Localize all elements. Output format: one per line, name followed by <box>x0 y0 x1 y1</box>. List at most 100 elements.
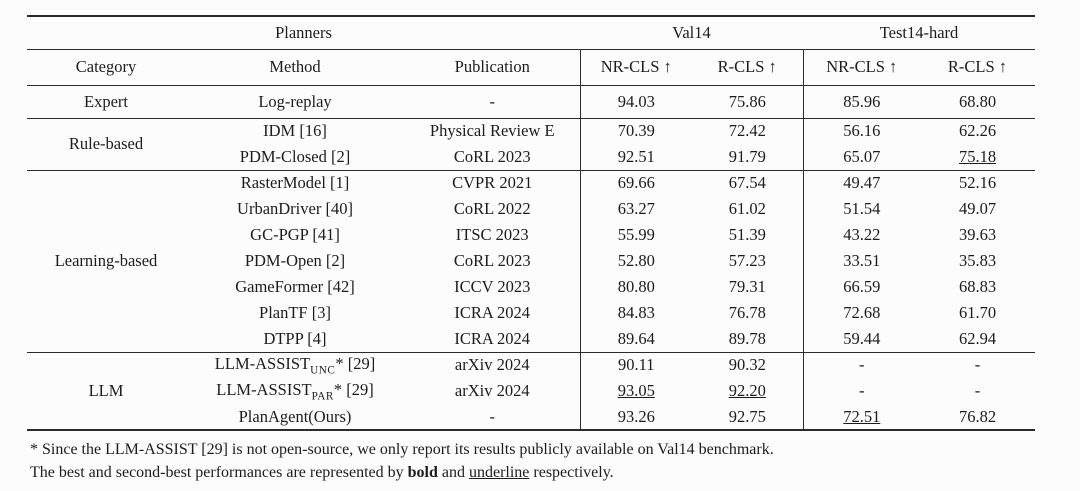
table-row: LLM LLM-ASSISTUNC* [29] arXiv 2024 90.11… <box>27 352 1035 431</box>
table-footnotes: * Since the LLM-ASSIST [29] is not open-… <box>30 438 1050 484</box>
method-label: RasterModel [1] <box>240 173 350 193</box>
value-cell: 92.20 <box>728 381 766 400</box>
col-header-method: Method <box>185 49 405 86</box>
value-cell: 76.78 <box>728 303 766 322</box>
method-label: GameFormer [42] <box>235 277 355 296</box>
value-cell: 90.11 <box>579 352 692 378</box>
method-label: LLM-ASSIST <box>214 354 311 374</box>
value-cell: 84.83 <box>579 300 692 326</box>
group-header-val14: Val14 <box>580 16 803 50</box>
col-header-val-nr-cls: NR-CLS ↑ <box>579 49 692 86</box>
category-cell-expert: Expert <box>27 85 185 119</box>
method-cell: RasterModel [1] <box>185 170 405 196</box>
publication-cell: - <box>405 85 580 119</box>
method-cell: LLM-ASSISTUNC* [29] <box>185 352 405 378</box>
value-cell: - <box>974 381 981 400</box>
publication-cell: CoRL 2023 <box>405 144 580 171</box>
method-cell: PlanTF [3] <box>185 300 405 326</box>
value-cell: - <box>802 378 920 404</box>
value-cell: 59.44 <box>802 326 920 353</box>
method-label: LLM-ASSIST <box>216 379 312 399</box>
value-cell: 52.80 <box>579 248 692 274</box>
publication-cell: arXiv 2024 <box>454 355 530 375</box>
value-cell: 65.07 <box>802 144 920 171</box>
footnote-text: The best and second-best performances ar… <box>30 464 408 481</box>
publication-cell: CoRL 2023 <box>453 251 531 270</box>
value-cell: 68.80 <box>920 85 1035 119</box>
value-cell: 91.79 <box>692 144 803 171</box>
value-cell: 52.16 <box>958 173 997 193</box>
table-row: Learning-based RasterModel [1] CVPR 2021… <box>27 170 1035 353</box>
value-cell: 89.64 <box>579 326 692 353</box>
value-cell: 92.75 <box>728 406 766 426</box>
value-cell: 61.02 <box>728 199 766 218</box>
value-cell: 89.78 <box>692 326 803 353</box>
category-cell-learning-based: Learning-based <box>27 170 185 353</box>
value-cell: 63.27 <box>579 196 692 222</box>
publication-cell: ICRA 2024 <box>454 303 531 322</box>
value-cell: 90.32 <box>728 355 766 375</box>
method-label: PlanAgent(Ours) <box>238 406 352 426</box>
method-subscript: UNC <box>310 364 336 377</box>
method-cell: IDM [16] <box>185 118 405 144</box>
value-cell: 93.05 <box>579 378 692 404</box>
value-cell: 68.83 <box>958 277 997 296</box>
value-cell: 72.42 <box>728 121 766 141</box>
value-cell: 43.22 <box>802 222 920 248</box>
method-cell: UrbanDriver [40] <box>185 196 405 222</box>
col-header-publication: Publication <box>405 49 580 86</box>
value-cell: 79.31 <box>728 277 766 296</box>
value-cell: 62.94 <box>920 326 1035 353</box>
group-header-row: Planners Val14 Test14-hard <box>27 16 1035 50</box>
category-cell-rule-based: Rule-based <box>27 118 185 171</box>
value-cell: 33.51 <box>802 248 920 274</box>
publication-cell: CVPR 2021 <box>452 173 533 193</box>
value-cell: 72.51 <box>802 404 920 430</box>
value-cell: 62.26 <box>958 121 997 141</box>
table-row: PlanTF [3] ICRA 2024 84.83 76.78 72.68 6… <box>27 300 1035 326</box>
footnote-text: and <box>437 464 469 481</box>
col-header-category: Category <box>27 49 185 86</box>
value-cell: 69.66 <box>579 170 692 196</box>
value-cell: 57.23 <box>728 251 766 270</box>
table-row: GC-PGP [41] ITSC 2023 55.99 51.39 43.22 … <box>27 222 1035 248</box>
footnote-open-source: * Since the LLM-ASSIST [29] is not open-… <box>30 441 774 458</box>
method-label: PlanTF [3] <box>259 303 331 322</box>
method-label: UrbanDriver [40] <box>237 199 353 218</box>
method-cell: Log-replay <box>185 85 405 119</box>
value-cell: 70.39 <box>579 118 692 144</box>
method-subscript: PAR <box>311 390 334 403</box>
publication-cell: ICCV 2023 <box>454 277 531 296</box>
value-cell: 75.18 <box>920 144 1035 171</box>
method-suffix: * [29] <box>335 354 376 374</box>
publication-cell: ICRA 2024 <box>405 326 580 353</box>
col-header-test-nr-cls: NR-CLS ↑ <box>802 49 920 86</box>
method-cell: PlanAgent(Ours) <box>185 404 405 430</box>
method-label: DTPP [4] <box>263 328 327 348</box>
publication-cell: - <box>489 406 496 426</box>
method-label: Log-replay <box>258 91 332 111</box>
table-row: Rule-based IDM [16] Physical Review E 70… <box>27 118 1035 171</box>
value-cell: 56.16 <box>802 118 920 144</box>
table-row: PDM-Open [2] CoRL 2023 52.80 57.23 33.51… <box>27 248 1035 274</box>
value-cell: 72.68 <box>802 300 920 326</box>
publication-cell: ITSC 2023 <box>455 225 529 244</box>
method-cell: GameFormer [42] <box>185 274 405 300</box>
value-cell: 85.96 <box>802 85 920 119</box>
method-suffix: * [29] <box>333 379 374 399</box>
method-cell: DTPP [4] <box>185 326 405 353</box>
value-cell: - <box>802 352 920 378</box>
value-cell: 51.39 <box>728 225 766 244</box>
value-cell: 61.70 <box>958 303 997 322</box>
col-header-val-r-cls: R-CLS ↑ <box>692 49 803 86</box>
publication-cell: Physical Review E <box>429 121 555 141</box>
method-cell: GC-PGP [41] <box>185 222 405 248</box>
table-row: Expert Log-replay - 94.03 75.86 85.96 68… <box>27 85 1035 119</box>
method-cell: PDM-Open [2] <box>185 248 405 274</box>
value-cell: - <box>974 355 981 375</box>
method-label: IDM [16] <box>263 121 327 141</box>
table-row: PlanAgent(Ours) - 93.26 92.75 72.51 76.8… <box>27 404 1035 430</box>
benchmark-results-table: Planners Val14 Test14-hard Category Meth… <box>27 15 1035 431</box>
value-cell: 67.54 <box>728 173 766 193</box>
footnote-underline-word: underline <box>468 464 530 481</box>
